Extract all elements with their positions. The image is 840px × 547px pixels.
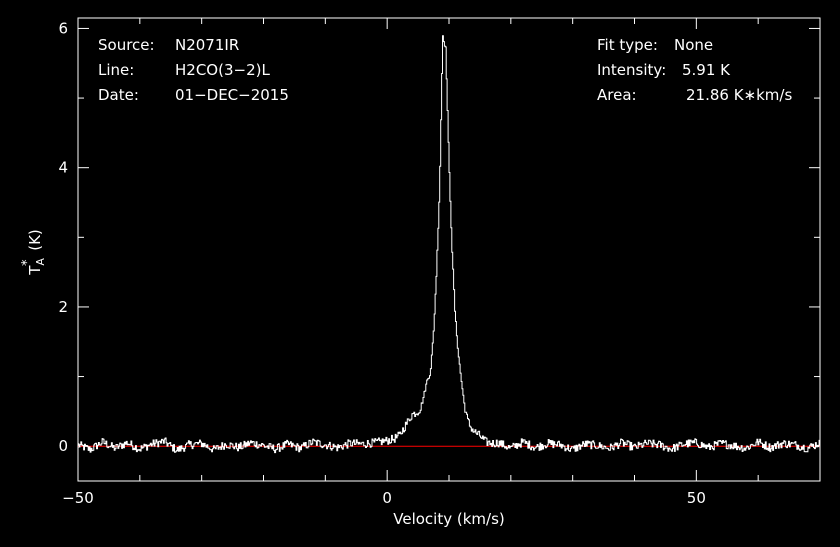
fit-type-label: Fit type: [597, 36, 658, 54]
line-value: H2CO(3−2)L [175, 61, 270, 79]
line-label: Line: [98, 61, 134, 79]
area-label: Area: [597, 86, 637, 104]
data-layer [78, 35, 821, 454]
source-label: Source: [98, 36, 155, 54]
date-value: 01−DEC−2015 [175, 86, 289, 104]
x-tick-label: 50 [687, 489, 706, 507]
area-value: 21.86 K∗km/s [686, 86, 792, 104]
x-axis-label: Velocity (km/s) [393, 510, 504, 528]
date-label: Date: [98, 86, 139, 104]
axes-layer: −50 0 50 0 2 4 6 [58, 17, 821, 507]
intensity-value: 5.91 K [682, 61, 731, 79]
y-tick-label: 4 [58, 159, 68, 177]
y-tick-label: 2 [58, 298, 68, 316]
y-tick-label: 6 [58, 19, 68, 37]
intensity-label: Intensity: [597, 61, 666, 79]
spectrum-series-line [78, 35, 821, 454]
fit-type-value: None [674, 36, 713, 54]
x-tick-label: −50 [62, 489, 94, 507]
y-tick-label: 0 [58, 437, 68, 455]
x-tick-label: 0 [382, 489, 392, 507]
source-value: N2071IR [175, 36, 239, 54]
